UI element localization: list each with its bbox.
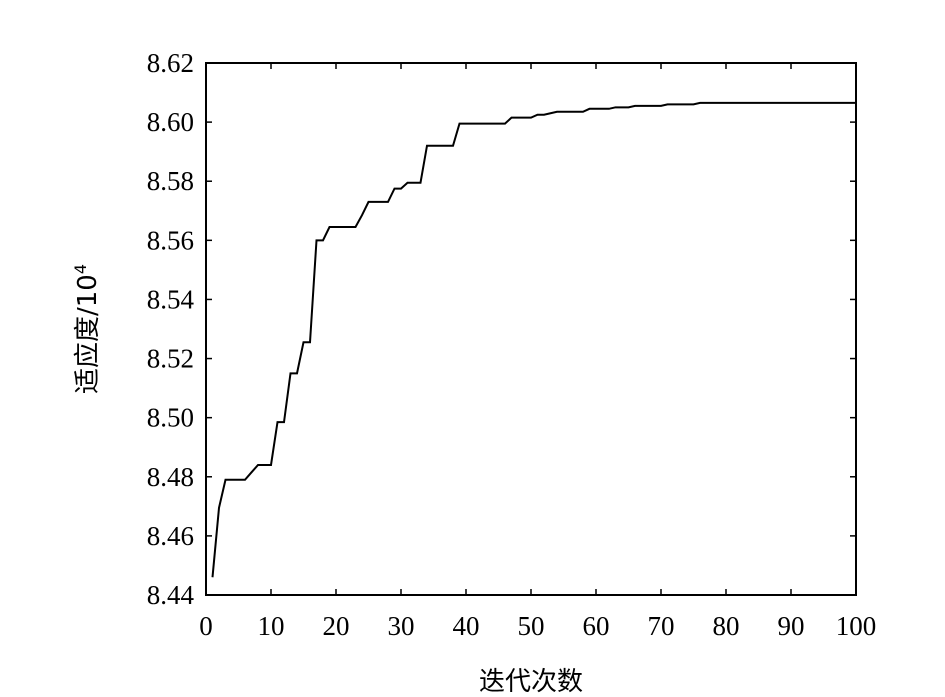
x-tick-label: 20 xyxy=(323,611,350,641)
x-tick-label: 60 xyxy=(583,611,610,641)
y-axis-title-main: 适应度/10 xyxy=(73,274,103,394)
x-tick-label: 50 xyxy=(518,611,545,641)
x-tick-label: 40 xyxy=(453,611,480,641)
y-tick-labels: 8.44 8.46 8.48 8.50 8.52 8.54 8.56 8.58 8.60 8.62 xyxy=(147,48,195,610)
y-tick-label: 8.44 xyxy=(147,580,195,610)
y-tick-label: 8.52 xyxy=(147,344,194,374)
y-tick-label: 8.46 xyxy=(147,521,194,551)
x-tick-label: 80 xyxy=(713,611,740,641)
y-tick-label: 8.48 xyxy=(147,462,194,492)
y-axis-title: 适应度/104 xyxy=(71,264,103,394)
y-tick-label: 8.50 xyxy=(147,403,194,433)
fitness-series-line xyxy=(211,101,856,578)
x-tick-label: 30 xyxy=(388,611,415,641)
x-tick-label: 90 xyxy=(778,611,805,641)
x-tick-label: 10 xyxy=(258,611,285,641)
y-tick-label: 8.56 xyxy=(147,225,194,255)
y-tick-label: 8.60 xyxy=(147,107,194,137)
y-axis-title-exponent: 4 xyxy=(71,264,90,274)
y-tick-label: 8.58 xyxy=(147,166,194,196)
axis-ticks xyxy=(205,62,857,596)
y-tick-label: 8.62 xyxy=(147,48,194,78)
x-tick-labels: 0 10 20 30 40 50 60 70 80 90 100 xyxy=(199,611,876,641)
x-tick-label: 100 xyxy=(836,611,877,641)
y-tick-label: 8.54 xyxy=(147,284,195,314)
x-tick-label: 70 xyxy=(648,611,675,641)
x-axis-title: 迭代次数 xyxy=(479,667,583,697)
x-tick-label: 0 xyxy=(199,611,213,641)
plot-frame xyxy=(205,62,857,596)
